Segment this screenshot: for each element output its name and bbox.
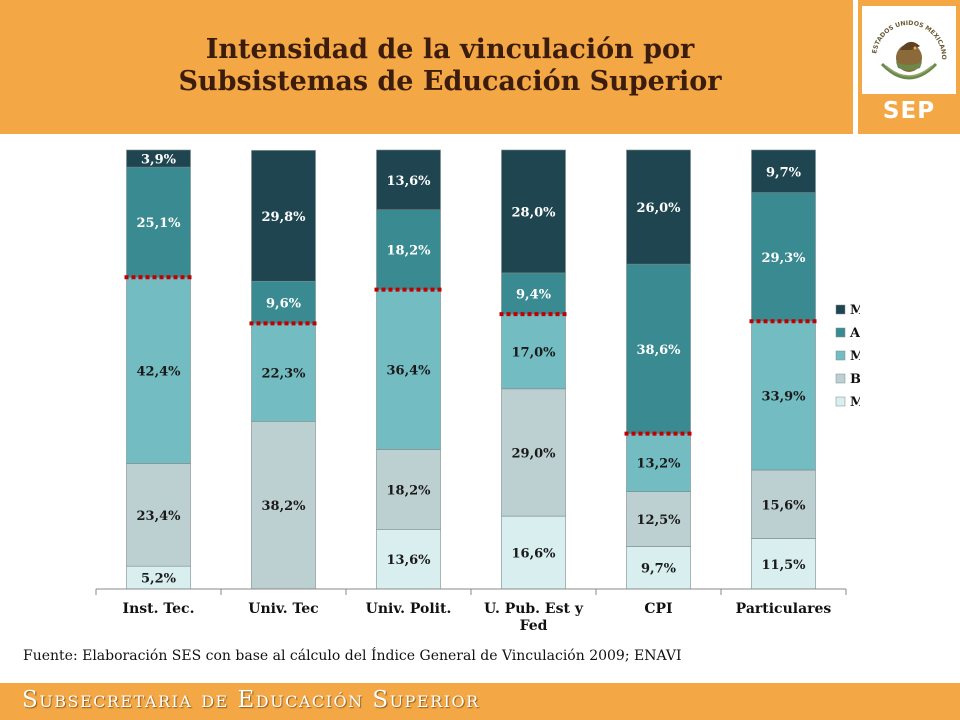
bars-group	[126, 149, 816, 590]
bar-segment	[126, 166, 191, 278]
title-line-1: Intensidad de la vinculación por	[205, 34, 695, 65]
x-axis: Inst. Tec. Univ. Tec Univ. Polit. U. Pub. E…	[95, 588, 847, 634]
title-line-2: Subsistemas de Educación Superior	[178, 66, 722, 97]
data-label: 29,0%	[511, 446, 556, 461]
data-label: 9,4%	[516, 288, 552, 303]
legend-swatch	[835, 396, 846, 407]
data-label: 9,6%	[266, 296, 302, 311]
data-label: 18,2%	[386, 244, 431, 259]
bar-segment	[251, 323, 316, 422]
page-title: Intensidad de la vinculación por Subsist…	[0, 34, 900, 98]
x-tick-label: Inst. Tec.	[123, 601, 195, 617]
legend-label: Media	[850, 349, 860, 364]
legend-swatch	[835, 327, 846, 338]
footer-divider	[0, 680, 960, 683]
x-tick-label: Particulares	[736, 601, 832, 617]
bar-segment	[751, 320, 816, 471]
x-tick-label: Univ. Polit.	[366, 601, 452, 617]
legend-label: Baja	[850, 372, 860, 387]
bar-segment	[751, 469, 816, 539]
legend-swatch	[835, 373, 846, 384]
data-label: 26,0%	[636, 201, 681, 216]
data-label: 18,2%	[386, 483, 431, 498]
bar-segment	[376, 149, 441, 211]
legend-label: Muy baja	[850, 395, 860, 410]
data-label: 11,5%	[761, 558, 806, 573]
bar-segment	[126, 277, 191, 464]
x-tick-label: CPI	[644, 601, 672, 617]
plot-area	[96, 150, 846, 589]
data-label: 42,4%	[136, 364, 181, 379]
stacked-bar-chart: 5,2% 23,4% 42,4% 25,1% 3,9% 38,2% 22,3% 9,6% 29,…	[95, 149, 860, 634]
data-label: 9,7%	[766, 165, 802, 180]
data-label: 15,6%	[761, 498, 806, 513]
data-label: 36,4%	[386, 364, 431, 379]
x-tick-label: U. Pub. Est y Fed	[484, 601, 584, 634]
bar-segment	[501, 272, 566, 315]
data-label: 5,2%	[141, 572, 177, 587]
data-label: 16,6%	[511, 547, 556, 562]
data-label: 28,0%	[511, 205, 556, 220]
data-label: 13,6%	[386, 553, 431, 568]
footer-banner: Subsecretaria de Educación Superior	[0, 680, 960, 720]
bar-segment	[251, 280, 316, 324]
legend-label: Muy Alta	[850, 303, 860, 318]
data-label: 13,2%	[636, 457, 681, 472]
bar-segment	[501, 313, 566, 390]
bar-segment	[501, 149, 566, 274]
source-note: Fuente: Elaboración SES con base al cálc…	[23, 648, 682, 664]
bar-segment	[376, 209, 441, 290]
data-label: 38,6%	[636, 343, 681, 358]
threshold-lines-group	[124, 275, 820, 436]
bar-labels-group: 5,2% 23,4% 42,4% 25,1% 3,9% 38,2% 22,3% 9,6% 29,…	[136, 153, 806, 587]
data-label: 3,9%	[141, 153, 177, 168]
bar-segment	[376, 528, 441, 590]
data-label: 25,1%	[136, 216, 181, 231]
data-label: 12,5%	[636, 513, 681, 528]
bar-segment	[376, 289, 441, 450]
bar-segment	[751, 149, 816, 193]
bar-segment	[626, 263, 691, 434]
data-label: 33,9%	[761, 390, 806, 405]
data-label: 17,0%	[511, 346, 556, 361]
bar-segment	[376, 449, 441, 530]
data-label: 29,8%	[261, 210, 306, 225]
legend-label: Alta	[849, 326, 860, 341]
legend-swatch	[835, 350, 846, 361]
data-label: 9,7%	[641, 562, 677, 577]
bar-segment	[751, 192, 816, 322]
x-tick-label: Univ. Tec	[248, 601, 318, 617]
footer-title: Subsecretaria de Educación Superior	[22, 687, 480, 713]
legend-swatch	[835, 304, 846, 315]
data-label: 13,6%	[386, 174, 431, 189]
bar-segment	[626, 149, 691, 265]
bar-segment	[251, 150, 316, 282]
data-label: 29,3%	[761, 251, 806, 266]
sep-label: SEP	[882, 98, 936, 124]
data-label: 23,4%	[136, 509, 181, 524]
data-label: 38,2%	[261, 499, 306, 514]
header-banner	[0, 0, 853, 134]
bar-segment	[751, 538, 816, 590]
bar-segment	[626, 433, 691, 492]
bar-segment	[626, 491, 691, 547]
legend: Muy Alta Alta Media Baja Muy baja	[835, 303, 860, 410]
bar-segment	[126, 463, 191, 567]
logo-divider	[853, 0, 858, 134]
bar-segment	[501, 388, 566, 517]
bar-segment	[126, 149, 191, 168]
bar-segment	[251, 421, 316, 590]
data-label: 22,3%	[261, 366, 306, 381]
plot-background	[96, 150, 846, 589]
